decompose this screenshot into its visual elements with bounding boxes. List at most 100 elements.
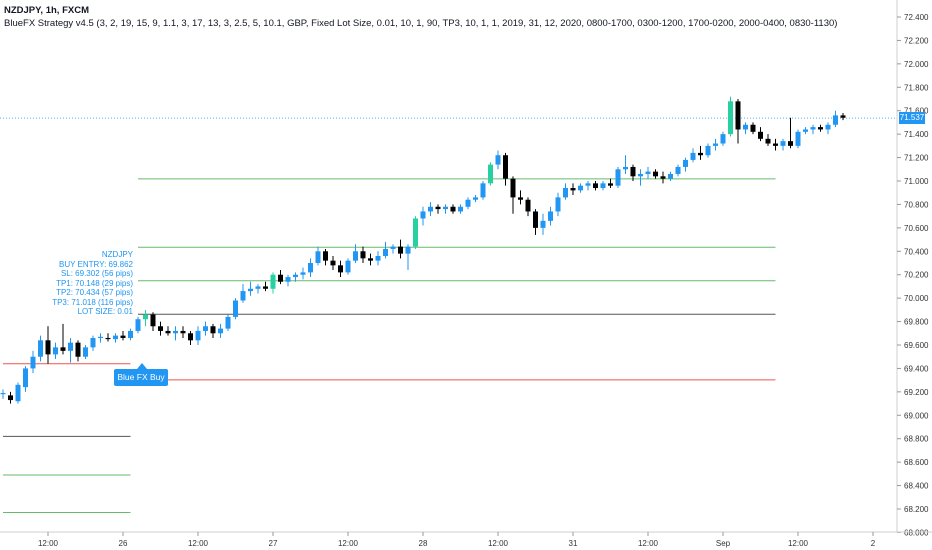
candle-body xyxy=(585,183,591,186)
buy-signal-text: Blue FX Buy xyxy=(117,372,165,382)
last-price-tag: 71.537 xyxy=(899,112,925,124)
candle-body xyxy=(450,206,456,212)
candle xyxy=(203,321,208,336)
candle xyxy=(98,333,103,343)
candle xyxy=(180,326,186,338)
candle xyxy=(525,197,531,217)
candle xyxy=(833,110,838,128)
candle xyxy=(623,155,628,174)
candle-body xyxy=(518,197,523,200)
candle xyxy=(668,171,673,181)
candle xyxy=(465,197,471,210)
candle-body xyxy=(45,340,51,355)
candle-body xyxy=(413,218,418,247)
candle xyxy=(330,255,336,271)
candle xyxy=(60,323,66,355)
candle xyxy=(795,129,801,149)
candle xyxy=(780,138,786,151)
candle xyxy=(810,124,816,135)
candle-body xyxy=(705,145,711,156)
candle xyxy=(375,251,381,266)
candle-body xyxy=(840,115,846,118)
x-tick-label: 12:00 xyxy=(338,539,359,548)
candle-body xyxy=(653,171,658,177)
candle-body xyxy=(143,314,148,320)
candle-body xyxy=(608,183,613,186)
candle-body xyxy=(368,258,373,261)
candle-body xyxy=(308,263,313,273)
x-tick-label: 27 xyxy=(269,539,278,548)
candle xyxy=(705,143,711,158)
candle xyxy=(75,340,81,362)
candle xyxy=(338,260,343,278)
trade-info-symbol: NZDJPY xyxy=(101,250,133,259)
candle xyxy=(653,169,658,179)
candle xyxy=(263,281,268,292)
y-tick-label: 69.400 xyxy=(904,364,929,373)
candle-body xyxy=(360,251,366,259)
candle-body xyxy=(0,393,6,395)
y-tick-label: 71.600 xyxy=(904,107,929,116)
candle-body xyxy=(180,330,186,334)
candle xyxy=(120,330,126,341)
candle xyxy=(8,391,13,404)
candle xyxy=(68,337,73,363)
candle-body xyxy=(533,211,538,228)
candle xyxy=(158,321,163,336)
candle xyxy=(825,122,831,135)
candle xyxy=(713,138,718,151)
candle xyxy=(353,244,358,263)
candle xyxy=(113,333,118,343)
candle-body xyxy=(240,291,246,301)
candle-body xyxy=(825,124,831,130)
candle xyxy=(188,330,193,345)
candle-body xyxy=(540,220,546,228)
candle xyxy=(698,145,703,160)
candle-body xyxy=(338,265,343,273)
candle xyxy=(555,192,561,217)
candle-body xyxy=(435,206,441,210)
candle-body xyxy=(203,326,208,331)
price-axis[interactable]: 72.400 72.200 72.000 71.800 71.600 71.400 71.2… xyxy=(896,0,929,537)
y-tick-label: 72.400 xyxy=(904,13,929,22)
candle xyxy=(540,213,546,235)
candle xyxy=(578,183,583,193)
candle-body xyxy=(105,337,111,340)
candle xyxy=(210,323,216,338)
candle xyxy=(743,122,748,135)
y-tick-label: 68.000 xyxy=(904,528,929,537)
candle-body xyxy=(188,333,193,341)
candle xyxy=(750,122,756,135)
candle-body xyxy=(383,248,388,256)
candle-body xyxy=(690,152,696,160)
candle-body xyxy=(113,335,118,340)
candle-body xyxy=(15,384,21,402)
candle-body xyxy=(803,129,808,132)
candle-body xyxy=(668,173,673,179)
candle-body xyxy=(720,134,726,144)
candle xyxy=(615,166,621,189)
candle-body xyxy=(23,368,28,388)
candle-body xyxy=(135,319,141,331)
candle-body xyxy=(810,127,816,130)
buy-signal-label[interactable]: Blue FX Buy xyxy=(114,363,168,386)
candle xyxy=(300,267,306,280)
candle-body xyxy=(593,183,598,189)
candle xyxy=(383,241,388,259)
candle-body xyxy=(555,197,561,212)
candle xyxy=(420,206,426,226)
candle xyxy=(255,284,261,294)
candle-body xyxy=(285,277,291,282)
candle xyxy=(195,326,201,345)
candle-body xyxy=(698,152,703,156)
time-axis[interactable]: 12:00 26 12:00 27 12:00 28 12:00 31 12:00 Sep 12:0… xyxy=(0,531,932,548)
candle-body xyxy=(390,246,396,249)
candle xyxy=(503,152,508,186)
candle-body xyxy=(578,185,583,191)
candle-body xyxy=(480,183,486,198)
x-tick-label: 28 xyxy=(419,539,428,548)
candle-body xyxy=(510,178,516,198)
candle xyxy=(143,309,148,327)
trade-info-sl: SL: 69.302 (56 pips) xyxy=(60,269,133,278)
